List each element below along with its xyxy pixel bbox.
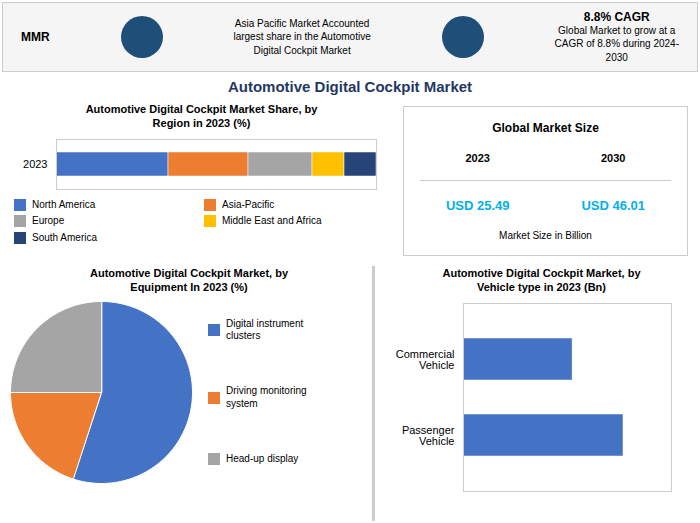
html-text:MMR: MMR [21, 30, 50, 44]
html-text:Asia Pacific Market Accounted: Asia Pacific Market Accounted largest sh… [233, 17, 371, 56]
html-text:8.8% CAGR: 8.8% CAGR [583, 9, 650, 24]
html-text:Global Market to grow at a CAG: Global Market to grow at a CAGR of 8.8% … [554, 24, 679, 63]
html-text:Asia-Pacific: Asia-Pacific [222, 198, 275, 210]
html-text:South America: South America [32, 231, 97, 243]
html-text:Digital instrument clusters: Digital instrument clusters [226, 317, 304, 342]
svg-text:CommercialVehicle: CommercialVehicle [396, 347, 455, 370]
html-text:North America: North America [32, 198, 96, 210]
html-text:Automotive Digital Cockpit Mar: Automotive Digital Cockpit Market [227, 78, 473, 95]
html-text:Head-up display: Head-up display [226, 452, 299, 464]
html-text:Middle East and Africa: Middle East and Africa [222, 215, 322, 227]
html-text:Europe: Europe [32, 215, 65, 227]
html-text:Automotive Digital Cockpit Mar: Automotive Digital Cockpit Market Share,… [85, 103, 318, 130]
html-text:2030: 2030 [601, 151, 626, 164]
html-text:Driving monitoring system: Driving monitoring system [226, 385, 307, 409]
html-text:Automotive Digital Cockpit Mar: Automotive Digital Cockpit Market, by Eq… [90, 267, 288, 294]
html-text:USD 25.49: USD 25.49 [446, 198, 510, 214]
html-text:Global Market Size: Global Market Size [492, 121, 599, 136]
html-text:USD 46.01: USD 46.01 [581, 198, 645, 214]
html-text:Market Size in Billion: Market Size in Billion [499, 229, 592, 241]
svg-text:PassengerVehicle: PassengerVehicle [402, 423, 455, 446]
html-text:2023: 2023 [465, 151, 490, 164]
svg-text:2023: 2023 [23, 158, 47, 170]
html-text:Automotive Digital Cockpit Mar: Automotive Digital Cockpit Market, by Ve… [442, 267, 641, 294]
